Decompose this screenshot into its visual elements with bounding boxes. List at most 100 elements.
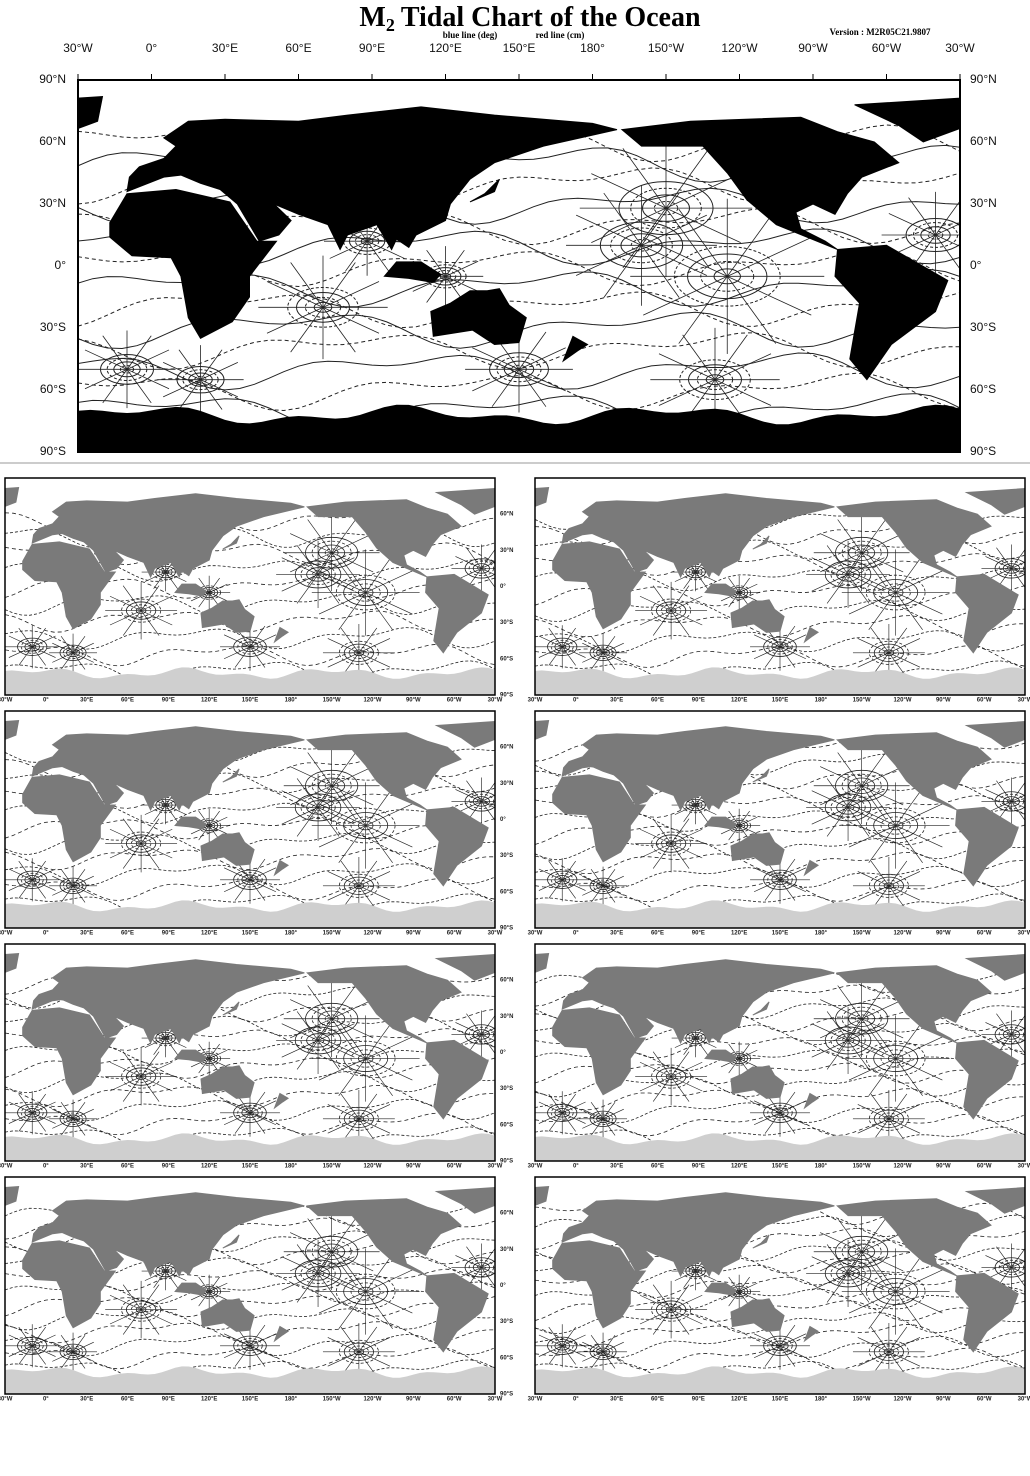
small-lon-label: 180° — [285, 1164, 298, 1170]
small-lon-label: 0° — [43, 931, 49, 937]
small-lon-label: 30°E — [610, 698, 623, 704]
small-lon-label: 150°E — [772, 931, 788, 937]
small-lat-label: 0° — [500, 584, 506, 590]
small-lat-label: 30°S — [500, 1086, 513, 1092]
small-lon-label: 150°W — [853, 1164, 871, 1170]
small-lon-label: 0° — [573, 931, 579, 937]
lon-label: 150°E — [503, 41, 536, 55]
title-main: M — [359, 2, 385, 33]
small-lat-label: 30°N — [500, 781, 513, 787]
small-lat-label: 30°N — [500, 1247, 513, 1253]
small-lon-label: 120°E — [731, 698, 747, 704]
small-lat-label: 30°S — [500, 1319, 513, 1325]
small-lon-label: 30°E — [610, 1164, 623, 1170]
small-lon-label: 150°E — [242, 1397, 258, 1403]
lat-label-right: 90°N — [970, 72, 997, 86]
lon-label: 120°E — [429, 41, 462, 55]
small-lon-label: 90°E — [162, 698, 175, 704]
small-lon-label: 30°W — [0, 1164, 13, 1170]
small-lon-label: 120°E — [731, 931, 747, 937]
small-lat-label: 90°S — [500, 1159, 513, 1165]
small-lon-label: 120°E — [201, 1397, 217, 1403]
small-lon-label: 30°W — [1018, 698, 1030, 704]
small-lon-label: 150°E — [242, 1164, 258, 1170]
small-lon-label: 180° — [815, 1164, 828, 1170]
title-rest: Tidal Chart of the Ocean — [401, 2, 701, 33]
small-lon-label: 60°E — [121, 1164, 134, 1170]
small-lat-label: 30°N — [500, 1014, 513, 1020]
small-lon-label: 150°E — [242, 931, 258, 937]
small-lon-label: 30°E — [610, 1397, 623, 1403]
small-lon-label: 60°E — [121, 931, 134, 937]
small-lon-label: 90°E — [692, 698, 705, 704]
lon-label: 120°W — [721, 41, 758, 55]
small-lon-label: 120°W — [363, 1164, 381, 1170]
small-lon-label: 150°W — [853, 698, 871, 704]
small-lon-label: 60°W — [977, 931, 992, 937]
map-panel — [0, 80, 1030, 452]
small-lon-label: 150°W — [323, 1397, 341, 1403]
small-lon-label: 120°W — [893, 1164, 911, 1170]
title-sub: 2 — [386, 15, 395, 35]
small-lat-label: 60°S — [500, 1122, 513, 1128]
small-lon-label: 0° — [43, 1164, 49, 1170]
lon-label: 30°E — [212, 41, 238, 55]
small-lon-label: 90°E — [692, 1397, 705, 1403]
small-lon-label: 150°W — [853, 1397, 871, 1403]
small-lon-label: 30°E — [80, 698, 93, 704]
land — [0, 117, 17, 249]
small-lon-label: 30°E — [80, 1164, 93, 1170]
small-lon-label: 90°E — [162, 1164, 175, 1170]
small-lon-label: 60°W — [447, 1397, 462, 1403]
small-lon-label: 0° — [573, 1164, 579, 1170]
page: M2Tidal Chart of the Ocean blue line (de… — [0, 0, 1030, 1476]
small-lat-label: 0° — [500, 1283, 506, 1289]
small-lon-label: 120°E — [731, 1397, 747, 1403]
small-lon-label: 0° — [573, 1397, 579, 1403]
small-lon-label: 120°W — [893, 931, 911, 937]
lat-label-right: 30°N — [970, 196, 997, 210]
small-lon-label: 150°W — [323, 931, 341, 937]
small-lat-label: 30°S — [500, 620, 513, 626]
small-lon-label: 90°E — [692, 1164, 705, 1170]
legend-red: red line (cm) — [536, 30, 585, 40]
small-lat-label: 60°N — [500, 1211, 513, 1217]
small-lon-label: 60°W — [447, 931, 462, 937]
small-lon-label: 90°W — [936, 1164, 951, 1170]
small-lon-label: 150°E — [772, 698, 788, 704]
small-lon-label: 90°W — [406, 1397, 421, 1403]
small-lat-label: 90°S — [500, 1392, 513, 1398]
lon-label: 60°W — [872, 41, 902, 55]
small-lat-label: 60°S — [500, 889, 513, 895]
small-lon-label: 180° — [815, 698, 828, 704]
small-lon-label: 30°W — [528, 1397, 543, 1403]
small-lon-label: 60°E — [651, 931, 664, 937]
small-lon-label: 120°W — [363, 698, 381, 704]
small-lat-label: 60°N — [500, 512, 513, 518]
small-lon-label: 30°E — [80, 1397, 93, 1403]
small-lat-label: 60°S — [500, 1355, 513, 1361]
small-lon-label: 180° — [815, 931, 828, 937]
lat-label-left: 30°S — [40, 320, 66, 334]
small-lon-label: 30°W — [1018, 1397, 1030, 1403]
lat-label-right: 30°S — [970, 320, 996, 334]
lat-label-right: 0° — [970, 258, 982, 272]
small-lon-label: 30°W — [528, 1164, 543, 1170]
lat-label-left: 60°S — [40, 382, 66, 396]
lat-label-left: 60°N — [39, 134, 66, 148]
lon-label: 0° — [146, 41, 158, 55]
small-lon-label: 180° — [285, 931, 298, 937]
small-lon-label: 30°W — [0, 698, 13, 704]
small-lon-label: 90°W — [406, 1164, 421, 1170]
small-lat-label: 60°N — [500, 745, 513, 751]
small-lon-label: 60°W — [977, 1397, 992, 1403]
small-lon-label: 90°E — [162, 1397, 175, 1403]
small-lon-label: 120°E — [731, 1164, 747, 1170]
small-lon-label: 30°W — [0, 931, 13, 937]
lat-label-right: 60°S — [970, 382, 996, 396]
small-lon-label: 30°W — [528, 698, 543, 704]
small-lon-label: 90°W — [406, 931, 421, 937]
small-lon-label: 150°W — [853, 931, 871, 937]
small-lon-label: 90°E — [692, 931, 705, 937]
small-lon-label: 90°W — [936, 698, 951, 704]
